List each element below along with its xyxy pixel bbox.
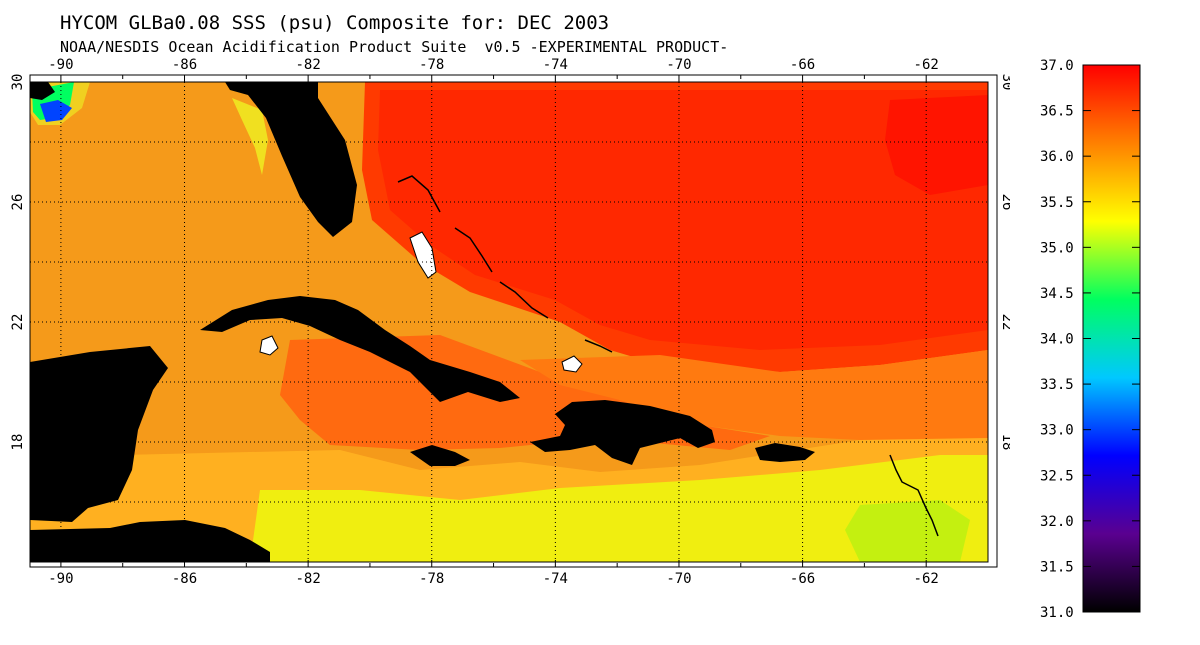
lon-label-top-6: -66 — [790, 57, 815, 73]
colorbar-gradient — [1082, 64, 1141, 613]
bahamas-abaco — [397, 175, 441, 213]
lon-label-bottom-1: -86 — [172, 571, 197, 587]
antilles-region — [520, 350, 988, 440]
lat-label-left-3: 18 — [10, 434, 26, 451]
map-axes: -90 -90 -86 -86 -82 -82 -78 -78 -74 -74 -70 -70 -66 -… — [10, 57, 1010, 587]
lat-label-right-3: 18 — [999, 434, 1010, 451]
lon-label-top-4: -74 — [543, 57, 568, 73]
lon-label-bottom-0: -90 — [48, 571, 73, 587]
land-coast-edge — [30, 82, 34, 92]
sargasso-maximum — [885, 95, 988, 195]
island-youth — [259, 335, 279, 356]
colorbar-label-0: 37.0 — [1040, 58, 1074, 74]
lon-label-bottom-3: -78 — [419, 571, 444, 587]
land-louisiana — [30, 82, 55, 100]
colorbar-label-2: 36.0 — [1040, 149, 1074, 165]
colorbar-ticks: 37.0 36.5 36.0 35.5 35.0 34.5 34.0 33.5 33.0 32.5… — [1040, 58, 1140, 621]
colorbar-label-12: 31.0 — [1040, 605, 1074, 621]
lon-label-bottom-7: -62 — [914, 571, 939, 587]
lat-label-right-2: 22 — [999, 314, 1010, 331]
lat-label-right-1: 26 — [999, 194, 1010, 211]
west-florida-shelf — [232, 98, 268, 175]
lat-label-left-0: 30 — [10, 74, 26, 91]
land-central-america — [30, 520, 270, 562]
land-yucatan — [30, 346, 168, 522]
lon-label-top-5: -70 — [666, 57, 691, 73]
colorbar-label-3: 35.5 — [1040, 195, 1074, 211]
colorbar-label-8: 33.0 — [1040, 423, 1074, 439]
colorbar-label-5: 34.5 — [1040, 286, 1074, 302]
bahamas-turks — [584, 339, 613, 353]
land-jamaica — [410, 445, 470, 466]
lon-label-bottom-2: -82 — [295, 571, 320, 587]
grid-lines — [30, 81, 988, 562]
bahamas-outline — [397, 175, 939, 537]
land — [30, 82, 815, 562]
salinity-map: -90 -90 -86 -86 -82 -82 -78 -78 -74 -74 -70 -70 -66 -… — [10, 57, 1010, 587]
lon-label-bottom-4: -74 — [543, 571, 568, 587]
colorbar-label-9: 32.5 — [1040, 468, 1074, 484]
plot-border — [29, 81, 989, 563]
atlantic-core — [378, 90, 988, 350]
land-puerto-rico — [755, 443, 815, 462]
lon-label-top-0: -90 — [48, 57, 73, 73]
lon-label-bottom-5: -70 — [666, 571, 691, 587]
land-cuba — [200, 296, 520, 402]
lon-label-top-1: -86 — [172, 57, 197, 73]
map-plot-area — [30, 82, 988, 562]
orinoco-plume — [845, 500, 970, 562]
caribbean-low-salinity — [250, 455, 988, 562]
land-florida — [225, 82, 357, 237]
colorbar-label-1: 36.5 — [1040, 104, 1074, 120]
lon-label-top-3: -78 — [419, 57, 444, 73]
mississippi-plume-core — [40, 100, 72, 122]
colorbar-label-10: 32.0 — [1040, 514, 1074, 530]
colorbar-label-6: 34.0 — [1040, 332, 1074, 348]
colorbar-label-11: 31.5 — [1040, 559, 1074, 575]
lat-label-left-2: 22 — [10, 314, 26, 331]
lat-label-right-0: 30 — [999, 74, 1010, 91]
colorbar-label-7: 33.5 — [1040, 377, 1074, 393]
lon-label-top-7: -62 — [914, 57, 939, 73]
map-subtitle: NOAA/NESDIS Ocean Acidification Product … — [60, 38, 729, 56]
bahamas-eleuthera — [454, 227, 493, 273]
lon-label-top-2: -82 — [295, 57, 320, 73]
island-inagua — [561, 355, 583, 373]
land-hispaniola — [530, 400, 715, 465]
lat-label-left-1: 26 — [10, 194, 26, 211]
lesser-antilles — [889, 454, 939, 537]
lon-label-bottom-6: -66 — [790, 571, 815, 587]
map-title: HYCOM GLBa0.08 SSS (psu) Composite for: … — [60, 12, 610, 34]
bahamas-exuma — [499, 281, 549, 319]
colorbar-label-4: 35.0 — [1040, 240, 1074, 256]
